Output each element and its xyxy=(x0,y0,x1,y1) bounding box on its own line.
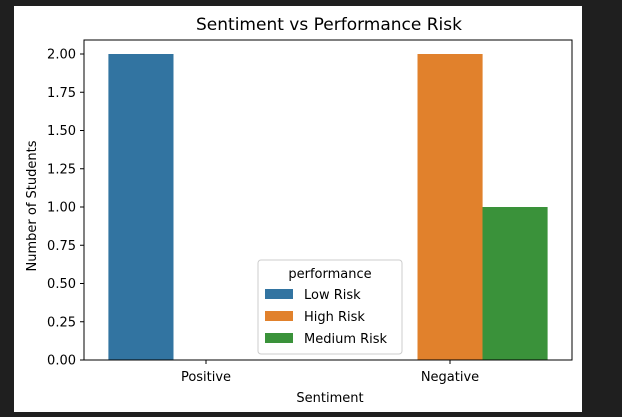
y-tick-label: 2.00 xyxy=(47,48,76,63)
y-tick-label: 1.50 xyxy=(47,124,76,139)
chart-figure: Sentiment vs Performance Risk 0.00 0.25 0.… xyxy=(14,6,582,412)
legend-swatch xyxy=(265,333,293,343)
y-axis-label: Number of Students xyxy=(25,140,40,271)
x-tick-label: Positive xyxy=(181,370,231,385)
legend-swatch xyxy=(265,289,293,299)
y-tick-label: 0.50 xyxy=(47,277,76,292)
y-tick-label: 0.00 xyxy=(47,354,76,369)
legend: performance Low Risk High Risk Medium Risk xyxy=(257,259,403,355)
legend-title: performance xyxy=(288,267,371,282)
legend-entry: Low Risk xyxy=(304,288,361,303)
y-tick-label: 0.75 xyxy=(47,239,76,254)
y-tick-label: 0.25 xyxy=(47,315,76,330)
y-tick-label: 1.25 xyxy=(47,162,76,177)
axes: 0.00 0.25 0.50 0.75 1.00 1.25 1.50 1.75 2.00 Posi… xyxy=(47,39,573,385)
y-tick-label: 1.00 xyxy=(47,201,76,216)
y-tick-label: 1.75 xyxy=(47,86,76,101)
chart-title: Sentiment vs Performance Risk xyxy=(196,15,462,35)
plot-area xyxy=(108,54,548,360)
legend-entry: Medium Risk xyxy=(304,332,388,347)
x-axis-label: Sentiment xyxy=(296,391,363,406)
x-tick-label: Negative xyxy=(421,370,479,385)
legend-entry: High Risk xyxy=(304,310,365,325)
legend-box xyxy=(257,259,403,355)
bar-low-risk-positive xyxy=(108,54,174,360)
bar-high-risk-negative xyxy=(417,54,483,360)
bar-chart: Sentiment vs Performance Risk 0.000.250.… xyxy=(25,15,573,406)
plot-frame xyxy=(83,39,573,361)
bar-medium-risk-negative xyxy=(482,207,548,360)
legend-swatch xyxy=(265,311,293,321)
